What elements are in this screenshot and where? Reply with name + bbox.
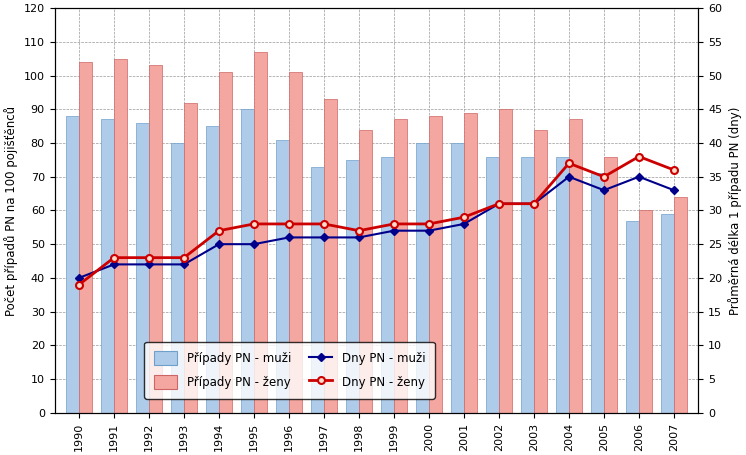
Y-axis label: Průměrná délka 1 případu PN (dny): Průměrná délka 1 případu PN (dny) <box>728 106 742 315</box>
Bar <box>661 214 674 413</box>
Bar <box>276 140 289 413</box>
Bar <box>136 123 149 413</box>
Bar <box>171 143 184 413</box>
Bar <box>591 173 604 413</box>
Bar <box>219 72 232 413</box>
Bar <box>254 52 267 413</box>
Bar <box>310 167 324 413</box>
Bar <box>486 157 499 413</box>
Bar <box>416 143 429 413</box>
Bar <box>569 119 583 413</box>
Bar <box>101 119 114 413</box>
Bar <box>79 62 93 413</box>
Bar <box>464 113 477 413</box>
Y-axis label: Počet případů PN na 100 pojišťěnců: Počet případů PN na 100 pojišťěnců <box>4 106 18 315</box>
Bar <box>394 119 407 413</box>
Bar <box>521 157 534 413</box>
Bar <box>359 130 372 413</box>
Bar <box>499 109 513 413</box>
Bar <box>345 160 359 413</box>
Bar <box>206 126 219 413</box>
Bar <box>241 109 254 413</box>
Bar <box>626 221 639 413</box>
Legend: Případy PN - muži, Případy PN - ženy, Dny PN - muži, Dny PN - ženy: Případy PN - muži, Případy PN - ženy, Dn… <box>144 342 435 399</box>
Bar <box>604 157 617 413</box>
Bar <box>380 157 394 413</box>
Bar <box>674 197 687 413</box>
Bar <box>639 211 652 413</box>
Bar <box>429 116 442 413</box>
Bar <box>324 99 337 413</box>
Bar <box>534 130 548 413</box>
Bar <box>149 66 163 413</box>
Bar <box>289 72 302 413</box>
Bar <box>114 59 128 413</box>
Bar <box>556 157 569 413</box>
Bar <box>184 102 198 413</box>
Bar <box>451 143 464 413</box>
Bar <box>66 116 79 413</box>
